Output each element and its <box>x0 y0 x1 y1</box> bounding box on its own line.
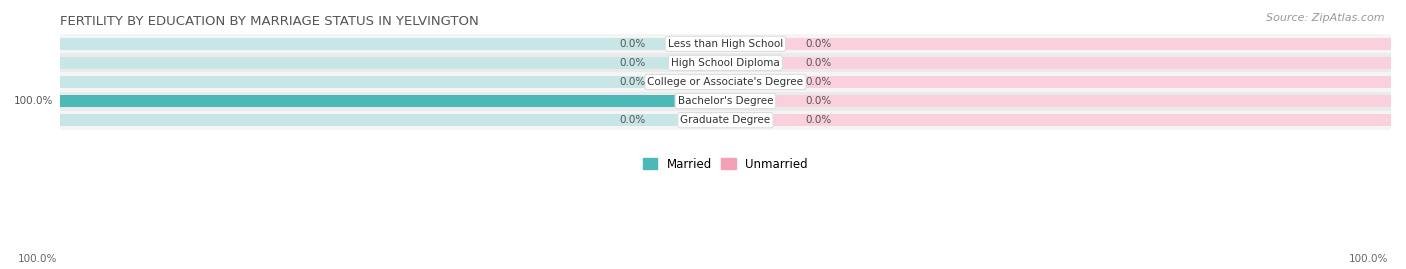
Bar <box>725 76 779 88</box>
Legend: Married, Unmarried: Married, Unmarried <box>638 153 813 175</box>
Bar <box>725 57 1391 69</box>
Bar <box>672 57 725 69</box>
Text: Source: ZipAtlas.com: Source: ZipAtlas.com <box>1267 13 1385 23</box>
Bar <box>60 57 725 69</box>
Bar <box>725 114 1391 126</box>
Text: 100.0%: 100.0% <box>18 254 58 264</box>
Text: 0.0%: 0.0% <box>806 58 831 68</box>
Bar <box>60 95 725 107</box>
Bar <box>60 76 725 88</box>
Text: 0.0%: 0.0% <box>806 77 831 87</box>
Bar <box>725 95 779 107</box>
Text: 100.0%: 100.0% <box>14 96 53 106</box>
Bar <box>60 95 725 107</box>
Bar <box>60 53 1391 72</box>
Bar <box>725 114 779 126</box>
Text: 0.0%: 0.0% <box>806 96 831 106</box>
Text: High School Diploma: High School Diploma <box>671 58 780 68</box>
Text: 0.0%: 0.0% <box>619 115 645 125</box>
Bar <box>672 38 725 50</box>
Text: 0.0%: 0.0% <box>619 77 645 87</box>
Bar <box>60 38 725 50</box>
Text: 0.0%: 0.0% <box>619 58 645 68</box>
Text: 0.0%: 0.0% <box>806 39 831 49</box>
Text: Less than High School: Less than High School <box>668 39 783 49</box>
Text: College or Associate's Degree: College or Associate's Degree <box>647 77 803 87</box>
Bar <box>725 38 1391 50</box>
Bar <box>672 114 725 126</box>
Text: 0.0%: 0.0% <box>619 39 645 49</box>
Text: FERTILITY BY EDUCATION BY MARRIAGE STATUS IN YELVINGTON: FERTILITY BY EDUCATION BY MARRIAGE STATU… <box>60 15 478 28</box>
Bar <box>60 111 1391 130</box>
Bar <box>60 72 1391 91</box>
Bar <box>60 91 1391 111</box>
Text: 100.0%: 100.0% <box>1348 254 1388 264</box>
Bar <box>725 57 779 69</box>
Bar <box>725 76 1391 88</box>
Text: Graduate Degree: Graduate Degree <box>681 115 770 125</box>
Bar <box>672 76 725 88</box>
Bar <box>725 95 1391 107</box>
Text: Bachelor's Degree: Bachelor's Degree <box>678 96 773 106</box>
Bar <box>60 34 1391 53</box>
Bar <box>60 114 725 126</box>
Text: 0.0%: 0.0% <box>806 115 831 125</box>
Bar <box>725 38 779 50</box>
